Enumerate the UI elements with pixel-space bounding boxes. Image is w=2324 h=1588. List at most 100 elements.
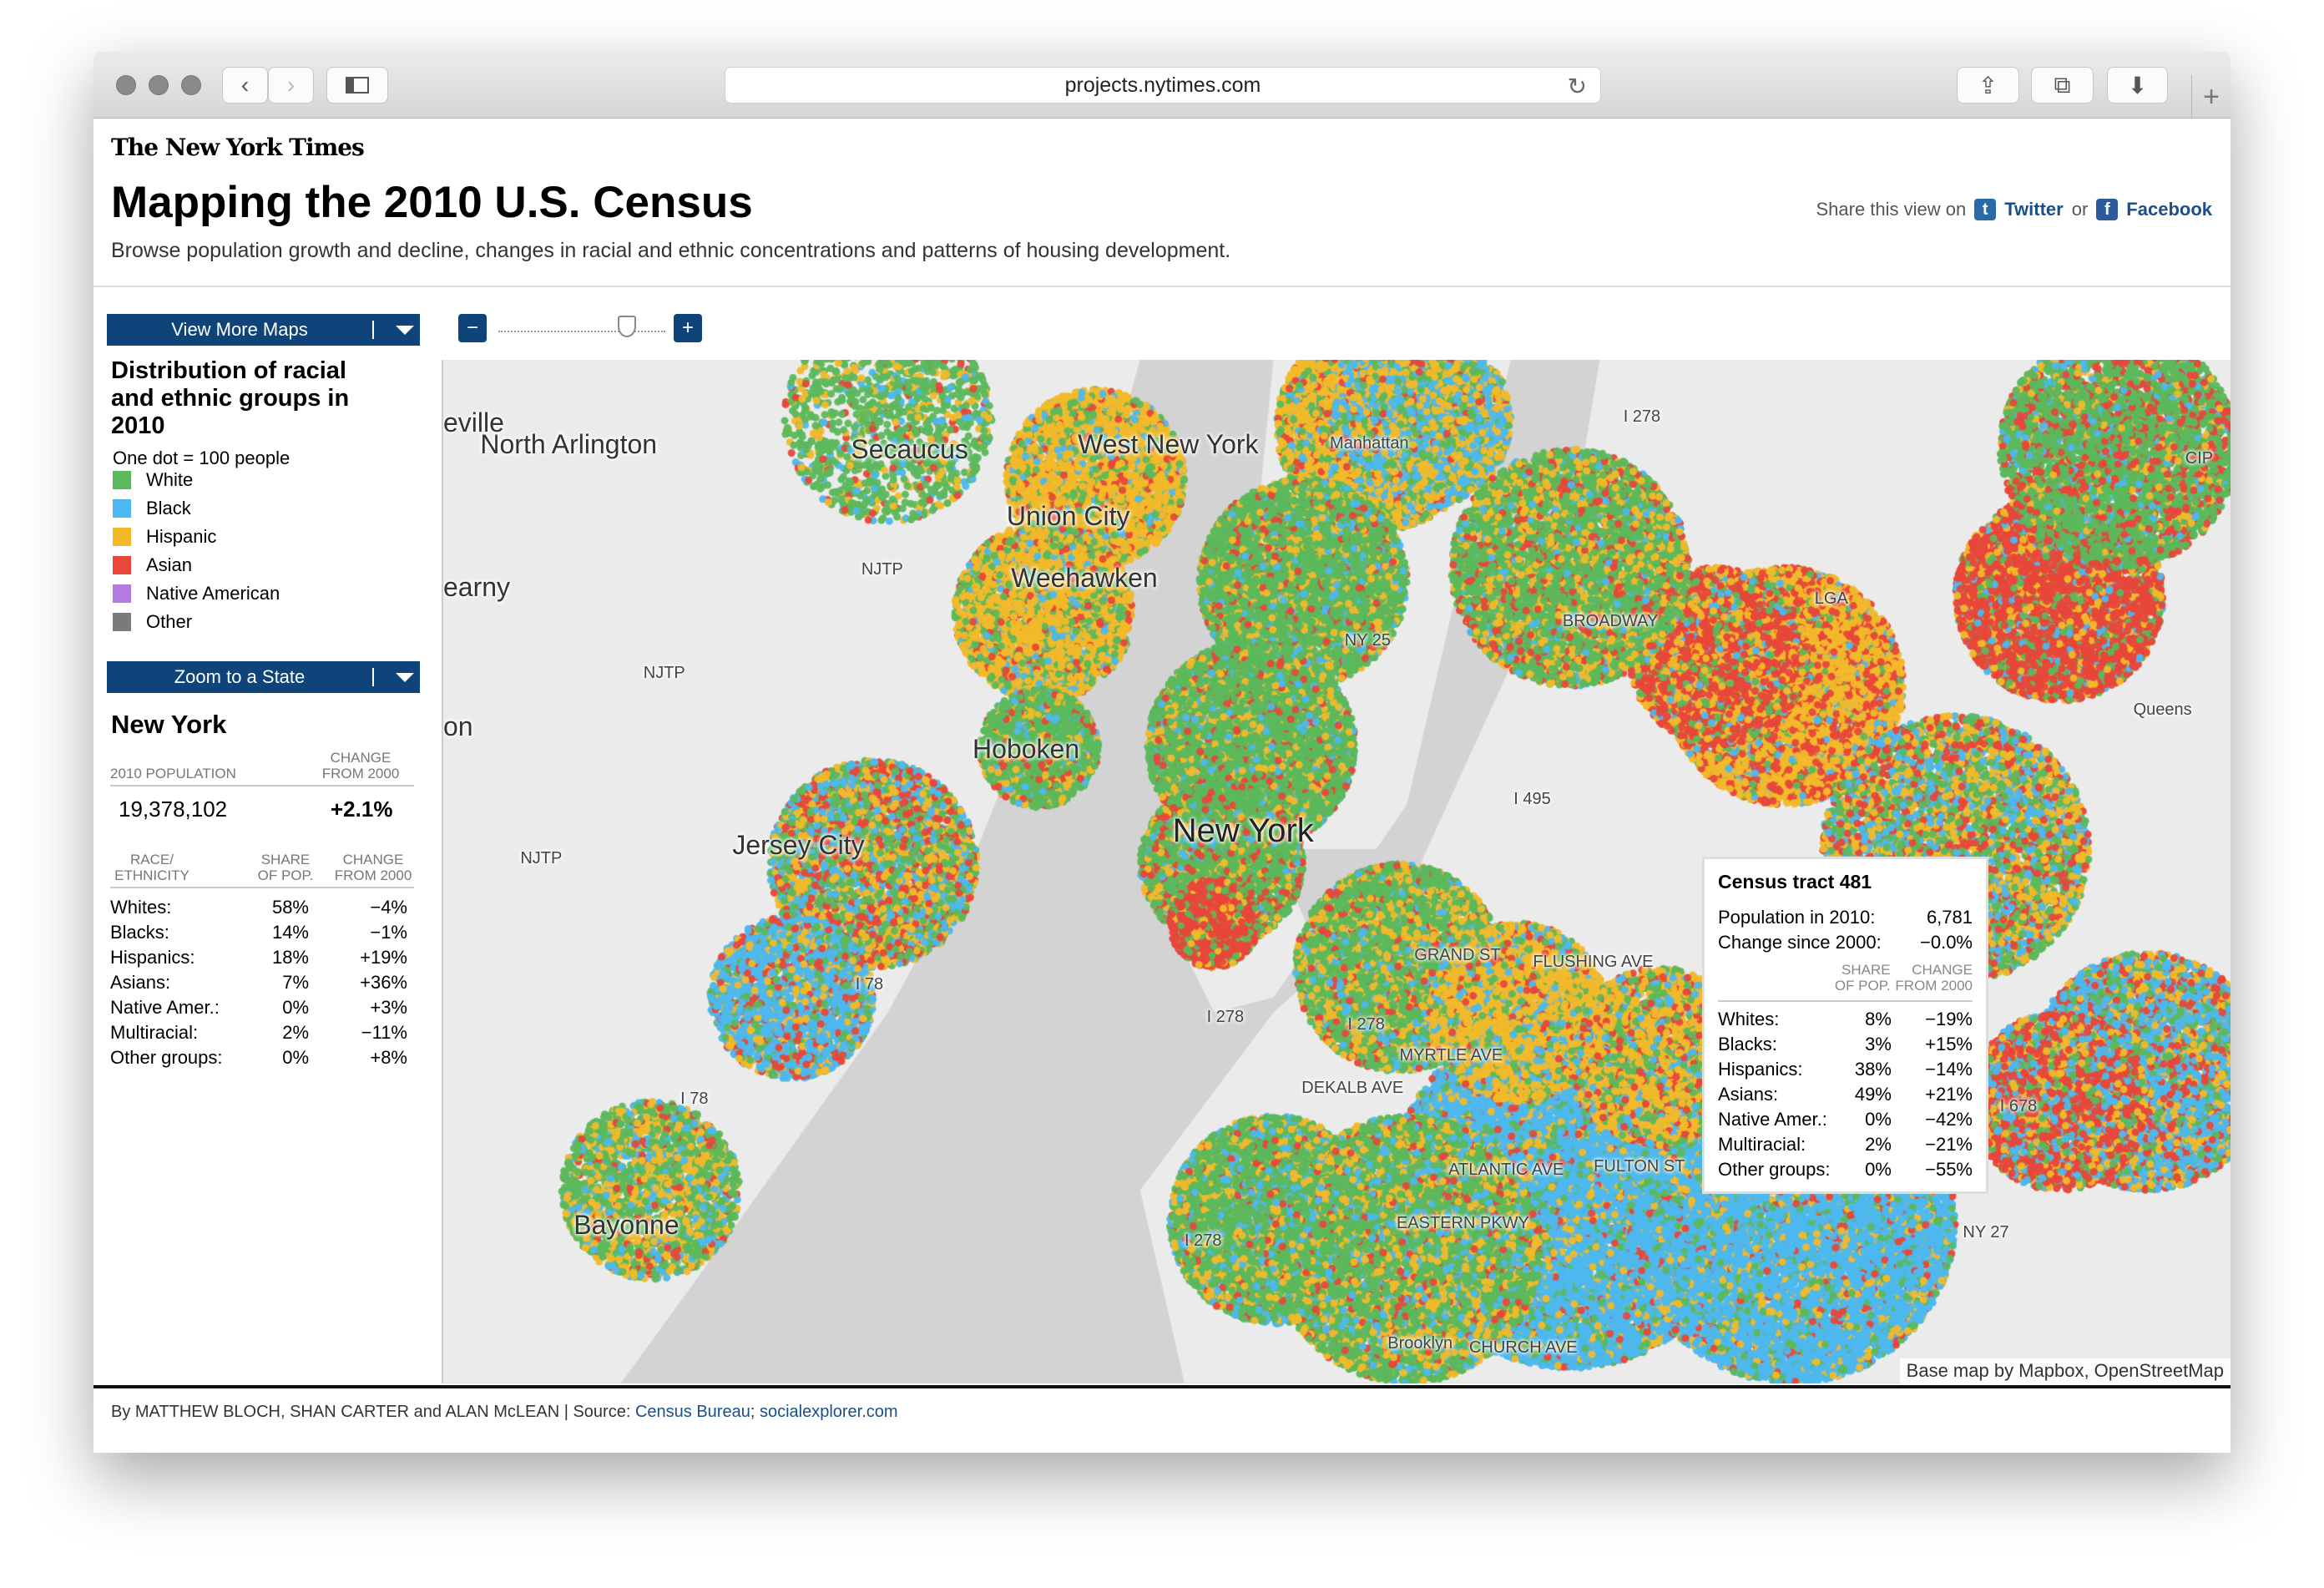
footer: By MATTHEW BLOCH, SHAN CARTER and ALAN M… (111, 1403, 898, 1421)
chevron-left-icon: ‹ (240, 72, 250, 98)
row-label: Hispanics: (1718, 1059, 1803, 1080)
state-row-change: +3% (370, 997, 407, 1018)
road-label: I 278 (1185, 1231, 1222, 1251)
legend-label: Hispanic (146, 526, 217, 547)
minimize-window-button[interactable] (149, 75, 169, 95)
road-label: EASTERN PKWY (1396, 1213, 1529, 1232)
legend-item-black: Black (113, 498, 191, 519)
legend-item-white: White (113, 469, 193, 491)
nyt-logo[interactable]: The New York Times (111, 134, 365, 161)
state-row-label: Whites: (110, 897, 172, 918)
tooltip-col-change: CHANGE FROM 2000 (1895, 962, 1973, 994)
census-tract-tooltip: Census tract 481 Population in 2010: 6,78… (1702, 857, 1988, 1194)
state-population: 19,378,102 (119, 797, 228, 822)
zoom-to-state-dropdown[interactable]: Zoom to a State (107, 661, 420, 693)
share-button[interactable]: ⇪ (1957, 67, 2019, 104)
forward-button[interactable]: › (268, 67, 314, 104)
sidebar-icon (346, 77, 369, 94)
row-share: 38% (1854, 1059, 1892, 1080)
tooltip-table: Whites: 8% −19% Blacks: 3% +15% Hispanics: 38% −… (1718, 1007, 1973, 1182)
maximize-window-button[interactable] (181, 75, 201, 95)
socialexplorer-link[interactable]: socialexplorer.com (759, 1403, 898, 1421)
pop-label: 2010 POPULATION (110, 766, 236, 781)
place-label: eville (443, 407, 504, 437)
view-more-maps-label: View More Maps (171, 319, 308, 340)
footer-divider (93, 1385, 2231, 1388)
tooltip-row: Multiracial: 2% −21% (1718, 1132, 1973, 1157)
tabs-button[interactable]: ⧉ (2031, 67, 2094, 104)
back-button[interactable]: ‹ (222, 67, 268, 104)
road-label: GRAND ST (1414, 945, 1501, 964)
row-change: −21% (1925, 1134, 1973, 1155)
caret-down-icon (396, 325, 414, 335)
row-label: Multiracial: (1718, 1134, 1806, 1155)
road-label: FULTON ST (1594, 1157, 1685, 1176)
legend-label: White (146, 469, 194, 490)
sidebar-toggle-button[interactable] (326, 67, 388, 104)
facebook-link[interactable]: Facebook (2126, 199, 2212, 220)
close-window-button[interactable] (116, 75, 136, 95)
twitter-link[interactable]: Twitter (2004, 199, 2064, 220)
page-subtitle: Browse population growth and decline, ch… (111, 239, 1231, 262)
legend-label: Black (146, 498, 191, 518)
place-label: West New York (1078, 429, 1259, 460)
zoom-slider[interactable] (498, 324, 665, 332)
zoom-in-icon: + (681, 316, 694, 339)
state-row-label: Blacks: (110, 922, 169, 943)
road-label: I 278 (1623, 407, 1661, 426)
facebook-icon[interactable]: f (2096, 199, 2119, 220)
place-label: Union City (1006, 500, 1130, 531)
col-race: RACE/ETHNICITY (114, 852, 189, 883)
road-label: NJTP (520, 849, 563, 868)
chevron-right-icon: › (286, 72, 296, 98)
legend-label: Native American (146, 583, 280, 604)
address-bar[interactable]: projects.nytimes.com ↻ (725, 67, 1601, 104)
tooltip-change-label: Change since 2000: (1718, 932, 1882, 953)
reload-icon[interactable]: ↻ (1567, 73, 1587, 99)
map-attribution[interactable]: Base map by Mapbox, OpenStreetMap (1899, 1358, 2231, 1383)
zoom-to-state-label: Zoom to a State (174, 666, 306, 687)
browser-toolbar: ‹ › projects.nytimes.com ↻ ⇪ ⧉ ⬇ + (93, 52, 2231, 119)
state-row-share: 58% (271, 897, 309, 918)
census-bureau-link[interactable]: Census Bureau (634, 1403, 750, 1421)
place-label: Jersey City (732, 829, 865, 860)
view-more-maps-dropdown[interactable]: View More Maps (107, 314, 420, 346)
change-label: CHANGE FROM 2000 (321, 750, 400, 781)
zoom-out-button[interactable]: − (458, 314, 487, 342)
row-label: Blacks: (1718, 1034, 1777, 1054)
col-change: CHANGE FROM 2000 (334, 852, 412, 883)
divider (110, 785, 414, 786)
legend-label: Asian (146, 554, 193, 575)
downloads-button[interactable]: ⬇ (2107, 67, 2168, 104)
zoom-in-button[interactable]: + (674, 314, 702, 342)
road-label: I 495 (1513, 790, 1551, 809)
road-label: BROADWAY (1562, 611, 1659, 630)
state-row-label: Native Amer.: (110, 997, 220, 1018)
road-label: NY 27 (1963, 1222, 2009, 1242)
state-row-share: 0% (282, 997, 309, 1018)
plus-icon: + (2203, 80, 2220, 113)
byline: By MATTHEW BLOCH, SHAN CARTER and ALAN M… (111, 1403, 635, 1421)
legend-swatch (113, 528, 131, 546)
place-label: North Arlington (480, 429, 658, 460)
legend-item-other: Other (113, 611, 192, 633)
twitter-icon[interactable]: t (1974, 199, 1997, 220)
state-row-change: −1% (370, 922, 407, 943)
page-title: Mapping the 2010 U.S. Census (111, 178, 753, 227)
tabs-icon: ⧉ (2054, 71, 2071, 98)
divider (110, 887, 414, 888)
state-row-change: +19% (360, 947, 407, 968)
road-label: ATLANTIC AVE (1448, 1161, 1564, 1180)
road-label: I 678 (1999, 1096, 2038, 1115)
divider (1718, 1000, 1973, 1002)
header-divider (93, 286, 2231, 287)
state-row-change: −11% (361, 1022, 407, 1043)
zoom-slider-thumb[interactable] (618, 316, 636, 337)
row-share: 8% (1865, 1009, 1892, 1029)
col-share: SHARE OF POP. (257, 852, 314, 883)
share-label: Share this view on (1816, 199, 1967, 220)
state-row-change: −4% (370, 897, 407, 918)
tooltip-row: Hispanics: 38% −14% (1718, 1057, 1973, 1082)
tooltip-row: Blacks: 3% +15% (1718, 1032, 1973, 1057)
new-tab-button[interactable]: + (2191, 75, 2231, 119)
